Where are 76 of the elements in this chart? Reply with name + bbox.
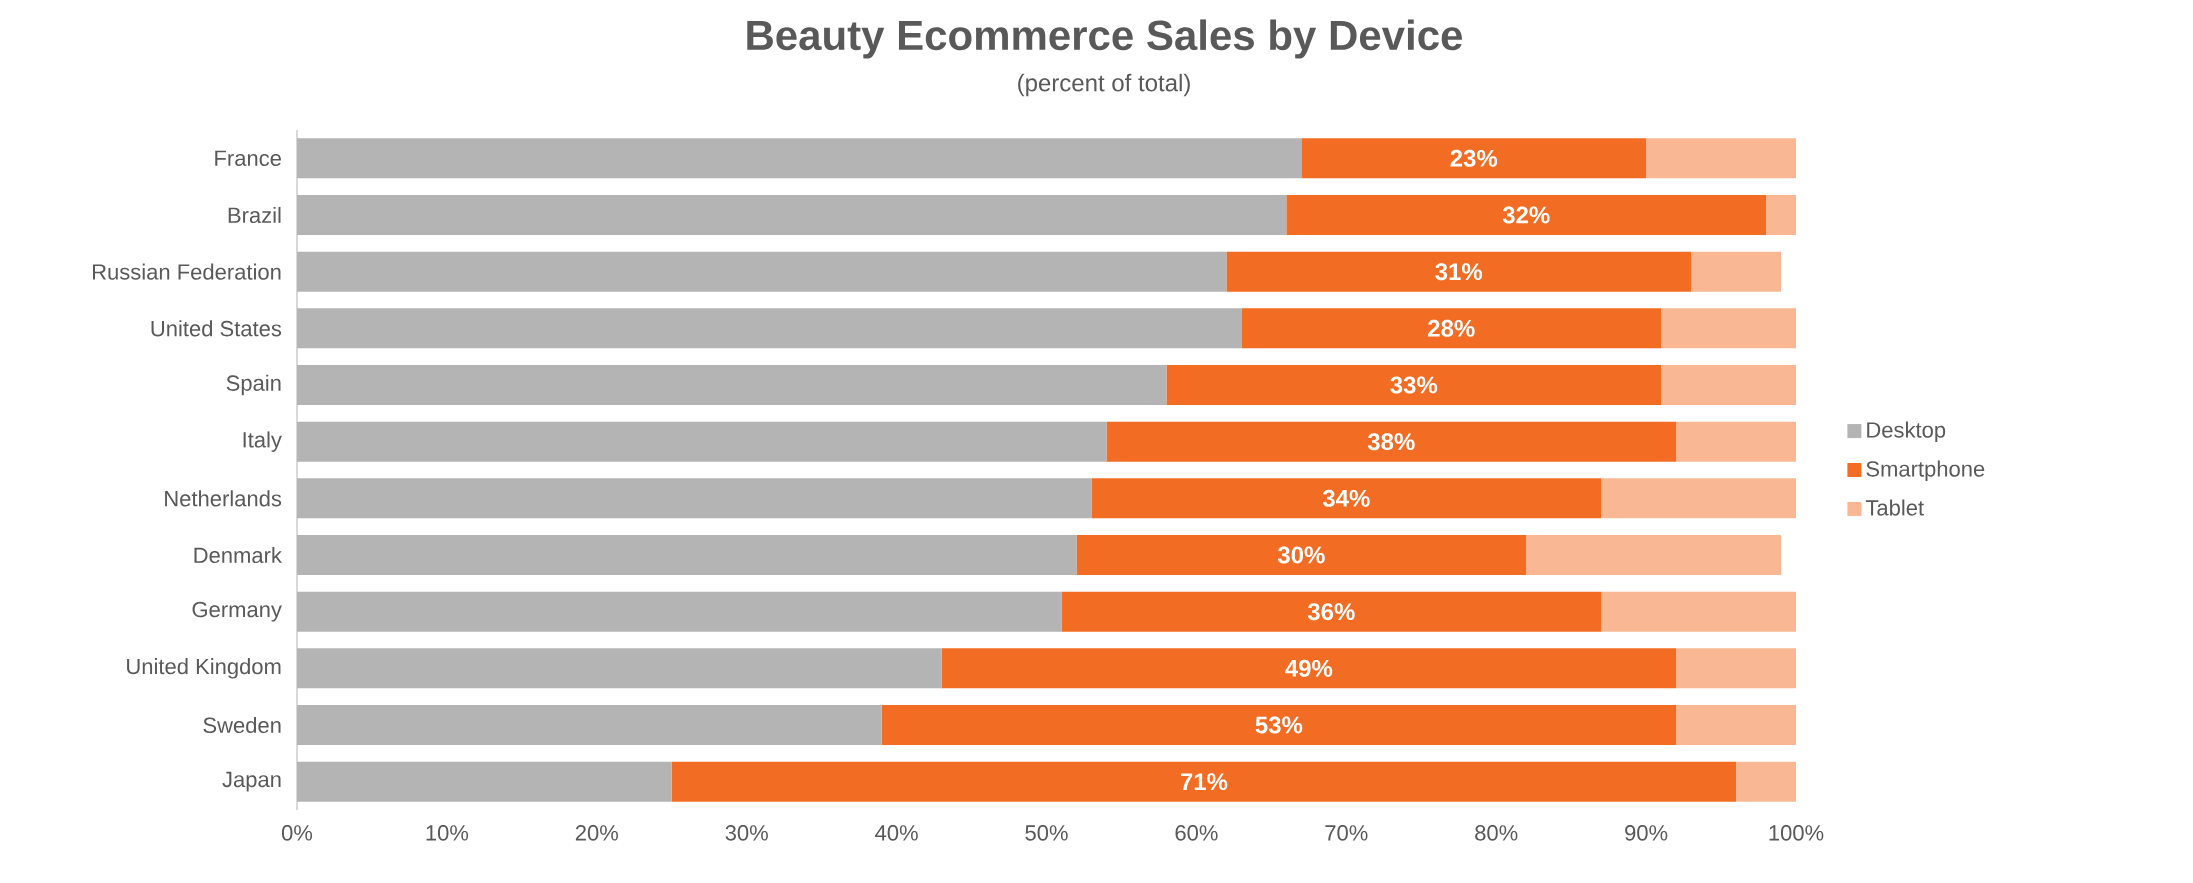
y-tick-label: United Kingdom <box>127 658 281 679</box>
legend-label: Tablet <box>1865 499 1924 516</box>
y-tick-label: Brazil <box>228 206 281 224</box>
bar <box>671 761 1737 802</box>
data-label: 71% <box>1180 773 1228 791</box>
chart-subtitle: (percent of total) <box>1018 73 1190 97</box>
bar <box>297 308 1242 349</box>
x-tick-label: 0% <box>281 825 313 841</box>
x-tick-label: 60% <box>1175 825 1218 841</box>
bar <box>1286 195 1767 235</box>
bar <box>297 251 1227 292</box>
bar <box>297 138 1302 179</box>
x-tick-label: 40% <box>875 825 918 841</box>
bar <box>1661 365 1797 405</box>
bar <box>1646 138 1797 179</box>
y-tick-label: Italy <box>243 431 282 452</box>
bar <box>297 421 1107 462</box>
data-label: 53% <box>1255 716 1303 734</box>
y-tick-label: United States <box>151 320 282 337</box>
bar <box>1766 195 1797 235</box>
legend-label: Smartphone <box>1866 460 1985 482</box>
y-tick-label: France <box>215 150 281 167</box>
bar <box>297 648 942 689</box>
chart-title: Beauty Ecommerce Sales by Device <box>747 19 1463 59</box>
y-tick-label: Denmark <box>194 546 282 564</box>
bar <box>1226 251 1692 292</box>
bar <box>1601 591 1797 632</box>
x-tick-label: 50% <box>1025 825 1068 841</box>
bar <box>1166 365 1662 405</box>
data-label: 30% <box>1277 546 1325 564</box>
y-tick-label: Sweden <box>203 716 281 734</box>
x-tick-label: 70% <box>1325 825 1368 841</box>
bar <box>1526 535 1782 575</box>
bar <box>1076 535 1527 575</box>
bar <box>297 478 1092 519</box>
bar <box>881 705 1677 745</box>
data-label: 38% <box>1367 433 1415 451</box>
x-tick-label: 30% <box>725 825 768 841</box>
data-label: 32% <box>1502 206 1550 224</box>
data-label: 28% <box>1428 319 1475 337</box>
y-tick-label: Netherlands <box>165 490 282 507</box>
data-label: 34% <box>1322 489 1370 507</box>
y-tick-label: Germany <box>192 601 282 622</box>
legend-label: Desktop <box>1867 421 1946 443</box>
bar <box>1241 308 1662 349</box>
bar <box>1661 308 1797 349</box>
y-tick-label: Spain <box>226 374 281 396</box>
bar <box>1061 591 1602 632</box>
bar <box>1601 478 1797 519</box>
x-tick-label: 90% <box>1625 825 1668 841</box>
data-label: 23% <box>1450 149 1498 167</box>
bar <box>297 195 1287 235</box>
bar <box>297 761 672 802</box>
bar <box>941 648 1677 689</box>
y-tick-label: Russian Federation <box>92 263 281 280</box>
bar <box>1676 705 1797 745</box>
bar <box>1106 421 1677 462</box>
bar <box>1091 478 1602 519</box>
bar <box>1676 648 1797 689</box>
x-tick-label: 20% <box>575 825 619 841</box>
bar <box>297 705 882 745</box>
data-label: 33% <box>1390 376 1438 394</box>
y-tick-label: Japan <box>222 771 281 792</box>
bar <box>297 591 1062 632</box>
bar <box>297 365 1167 405</box>
x-tick-label: 100% <box>1769 825 1824 841</box>
bar <box>1736 761 1797 802</box>
bar <box>1301 138 1647 179</box>
bar <box>1691 251 1782 292</box>
data-label: 36% <box>1307 603 1355 621</box>
data-label: 49% <box>1285 659 1333 677</box>
x-tick-label: 10% <box>426 825 469 841</box>
bar <box>297 535 1077 575</box>
bar <box>1676 421 1797 462</box>
data-label: 31% <box>1435 263 1483 281</box>
x-tick-label: 80% <box>1475 825 1518 841</box>
